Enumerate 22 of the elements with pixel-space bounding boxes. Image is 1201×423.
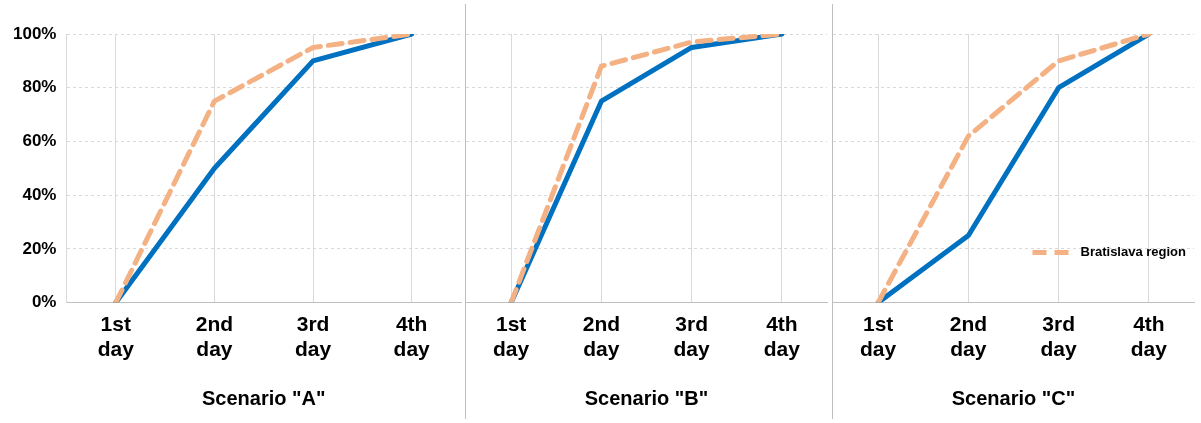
x-tick-label: 2nd day <box>582 312 621 361</box>
y-tick-label: 80% <box>22 77 57 97</box>
x-tick-label: 3rd day <box>673 312 711 361</box>
x-tick-label: 1st day <box>97 312 135 361</box>
x-tick-label: 4th day <box>1130 312 1167 361</box>
legend-label: Bratislava region <box>1080 244 1186 260</box>
x-axis-title: Scenario "C" <box>951 386 1075 409</box>
x-tick-label: 1st day <box>493 312 530 361</box>
x-tick-label: 3rd day <box>294 312 332 361</box>
y-tick-label: 20% <box>22 238 57 258</box>
x-tick-label: 2nd day <box>949 312 987 361</box>
x-axis-title: Scenario "B" <box>584 386 709 409</box>
x-tick-label: 4th day <box>393 312 431 361</box>
y-tick-label: 0% <box>31 292 57 312</box>
x-tick-label: 3rd day <box>1040 312 1077 361</box>
y-tick-label: 60% <box>22 131 57 151</box>
x-tick-label: 2nd day <box>195 312 234 361</box>
y-tick-label: 40% <box>22 184 57 204</box>
x-axis-title: Scenario "A" <box>202 386 326 409</box>
x-tick-label: 1st day <box>859 312 897 361</box>
x-tick-label: 4th day <box>763 312 801 361</box>
y-tick-label: 100% <box>13 23 57 43</box>
